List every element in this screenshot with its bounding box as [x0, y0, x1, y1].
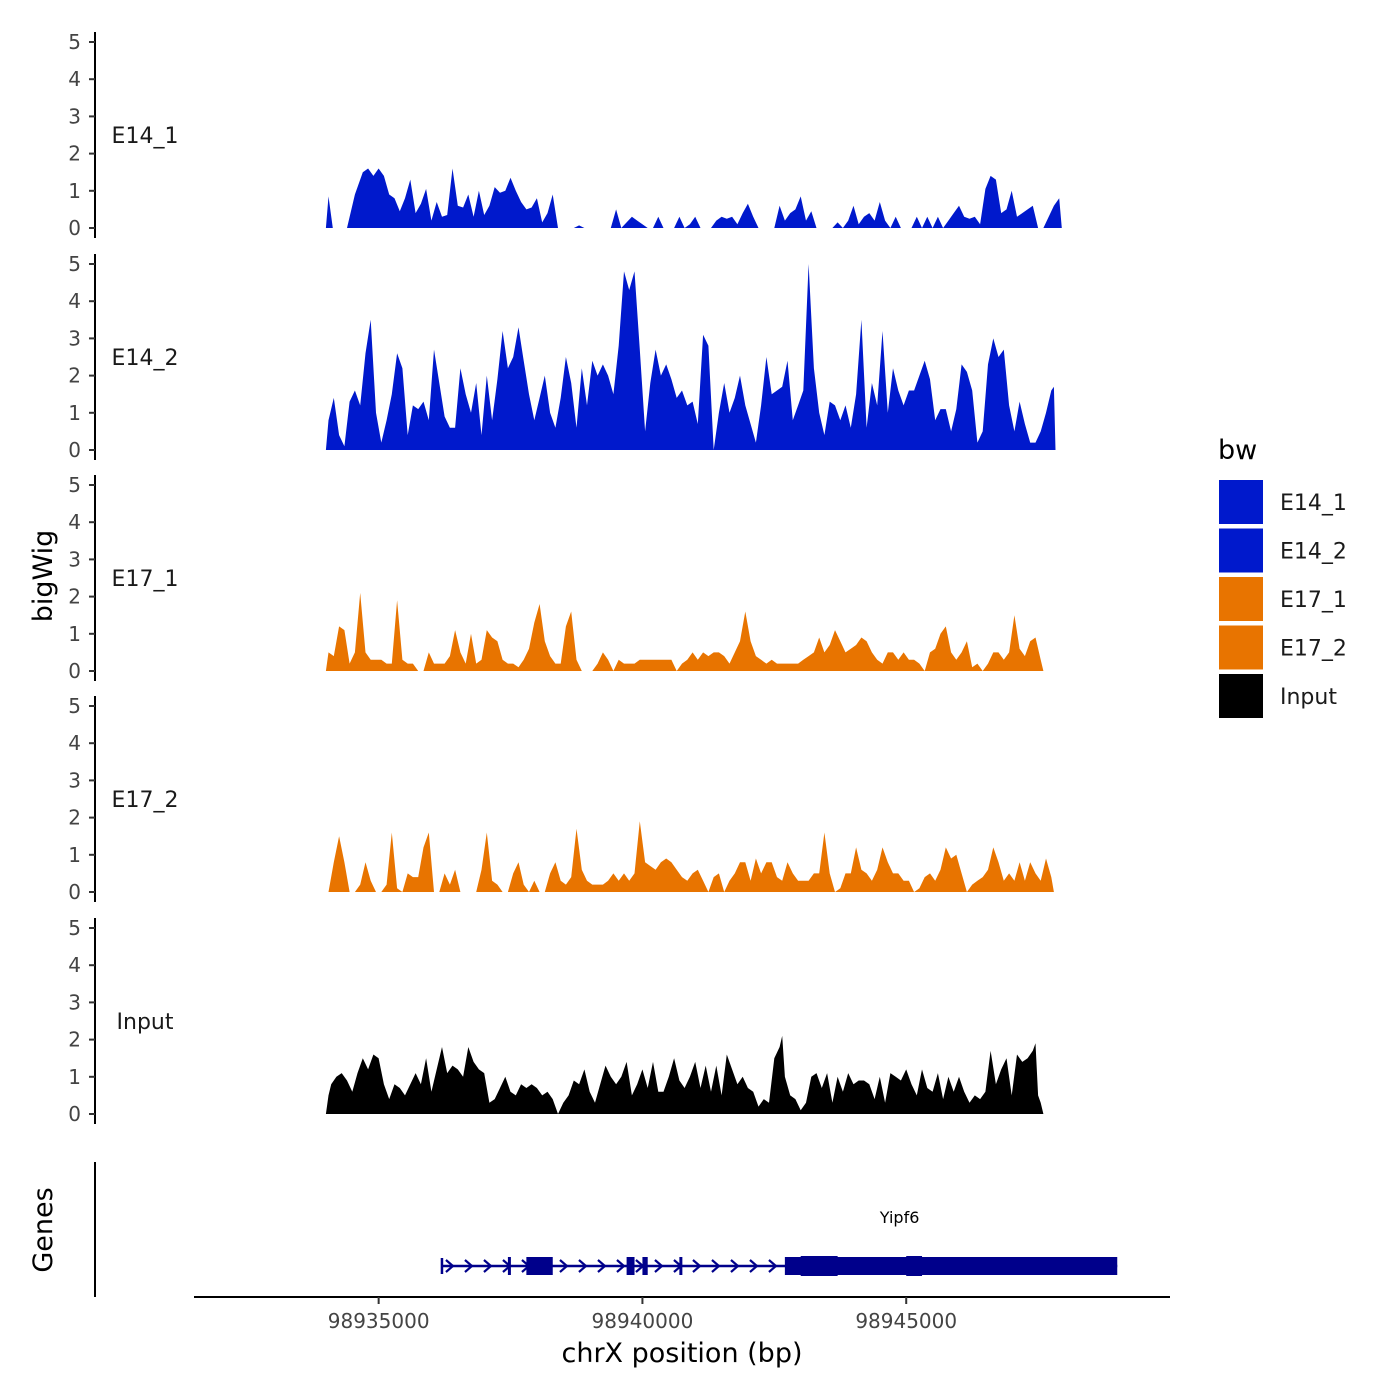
x-tick-label: 98945000 — [855, 1309, 957, 1333]
legend-title: bw — [1218, 435, 1257, 466]
y-tick-label: 3 — [68, 104, 81, 128]
y-tick-label: 1 — [68, 843, 81, 867]
track-E17_2: 0 1 2 3 4 5 E17_2 — [68, 694, 1054, 904]
y-tick-label: 5 — [68, 694, 81, 718]
strand-arrow — [654, 1259, 664, 1273]
gene-exon — [784, 1257, 1118, 1275]
legend-label-Input: Input — [1280, 685, 1337, 710]
signal-area-E17_1 — [325, 592, 1044, 671]
strand-arrow — [559, 1259, 569, 1273]
gene-Yipf6: Yipf6 — [440, 1208, 1118, 1276]
strand-arrow — [616, 1259, 626, 1273]
legend-label-E14_1: E14_1 — [1280, 491, 1347, 516]
y-tick-label: 4 — [68, 67, 81, 91]
track-label: Input — [117, 1010, 174, 1035]
legend-label-E17_2: E17_2 — [1280, 637, 1347, 662]
y-tick-label: 4 — [68, 510, 81, 534]
strand-arrow — [730, 1259, 740, 1273]
y-tick-label: 2 — [68, 364, 81, 388]
y-tick-label: 0 — [68, 659, 81, 683]
track-label: E17_2 — [112, 788, 179, 813]
x-axis-title: chrX position (bp) — [561, 1338, 802, 1369]
signal-area-Input — [325, 1035, 1044, 1114]
strand-arrow — [464, 1259, 474, 1273]
y-tick-label: 2 — [68, 1028, 81, 1052]
y-axis-title: bigWig — [28, 530, 59, 623]
y-tick-label: 4 — [68, 289, 81, 313]
track-Input: 0 1 2 3 4 5 Input — [68, 916, 1044, 1126]
track-E17_1: 0 1 2 3 4 5 E17_1 — [68, 473, 1044, 683]
y-tick-label: 5 — [68, 916, 81, 940]
y-tick-label: 2 — [68, 585, 81, 609]
x-tick-label: 98940000 — [592, 1309, 694, 1333]
y-tick-label: 1 — [68, 1065, 81, 1089]
gene-exon — [507, 1257, 511, 1275]
y-tick-label: 3 — [68, 326, 81, 350]
track-label: E14_2 — [112, 346, 179, 371]
x-axis: 98935000 98940000 98945000 — [194, 1296, 1170, 1333]
strand-arrow — [711, 1259, 721, 1273]
legend-swatch-E14_2 — [1219, 528, 1263, 573]
gene-thick-block — [906, 1256, 923, 1276]
y-tick-label: 5 — [68, 473, 81, 497]
legend: bw E14_1 E14_2 E17_1 E17_2 Input — [1218, 435, 1347, 718]
genes-axis-title: Genes — [28, 1187, 59, 1272]
x-tick-label: 98935000 — [328, 1309, 430, 1333]
strand-arrow — [768, 1259, 778, 1273]
y-tick-label: 0 — [68, 880, 81, 904]
strand-arrow — [445, 1259, 455, 1273]
y-tick-label: 1 — [68, 622, 81, 646]
y-tick-label: 5 — [68, 252, 81, 276]
legend-swatch-E14_1 — [1219, 480, 1263, 524]
gene-exon — [526, 1257, 553, 1275]
y-tick-label: 0 — [68, 438, 81, 462]
legend-swatch-E17_2 — [1219, 625, 1263, 670]
y-tick-label: 1 — [68, 401, 81, 425]
y-tick-label: 2 — [68, 806, 81, 830]
track-label: E14_1 — [112, 124, 179, 149]
signal-tracks: 0 1 2 3 4 5 E14_1 0 1 2 3 4 5 E14_2 0 1 2 3 4 5 E17_1 0 1 2 3 4 5 E… — [68, 30, 1062, 1126]
signal-area-E14_2 — [325, 264, 1056, 450]
gene-exon — [679, 1257, 683, 1275]
strand-arrow — [578, 1259, 588, 1273]
y-tick-label: 5 — [68, 30, 81, 54]
y-tick-label: 0 — [68, 1102, 81, 1126]
strand-arrow — [749, 1259, 759, 1273]
y-tick-label: 0 — [68, 216, 81, 240]
strand-arrow — [597, 1259, 607, 1273]
y-tick-label: 4 — [68, 731, 81, 755]
gene-thick-block — [800, 1256, 838, 1276]
gene-name-label: Yipf6 — [879, 1208, 920, 1227]
genes-track: Yipf6 — [94, 1162, 1118, 1297]
track-E14_2: 0 1 2 3 4 5 E14_2 — [68, 252, 1056, 462]
strand-arrow — [692, 1259, 702, 1273]
gene-exon — [626, 1257, 635, 1275]
legend-label-E17_1: E17_1 — [1280, 588, 1347, 613]
y-tick-label: 1 — [68, 179, 81, 203]
legend-swatch-E17_1 — [1219, 577, 1263, 621]
y-tick-label: 3 — [68, 990, 81, 1014]
y-tick-label: 2 — [68, 142, 81, 166]
y-tick-label: 3 — [68, 547, 81, 571]
y-tick-label: 3 — [68, 768, 81, 792]
signal-area-E14_1 — [325, 168, 1062, 228]
legend-swatch-Input — [1219, 674, 1263, 718]
gene-exon — [642, 1257, 648, 1275]
strand-arrow — [483, 1259, 493, 1273]
signal-area-E17_2 — [328, 821, 1054, 892]
track-E14_1: 0 1 2 3 4 5 E14_1 — [68, 30, 1062, 240]
y-tick-label: 4 — [68, 953, 81, 977]
legend-label-E14_2: E14_2 — [1280, 540, 1347, 565]
track-label: E17_1 — [112, 567, 179, 592]
